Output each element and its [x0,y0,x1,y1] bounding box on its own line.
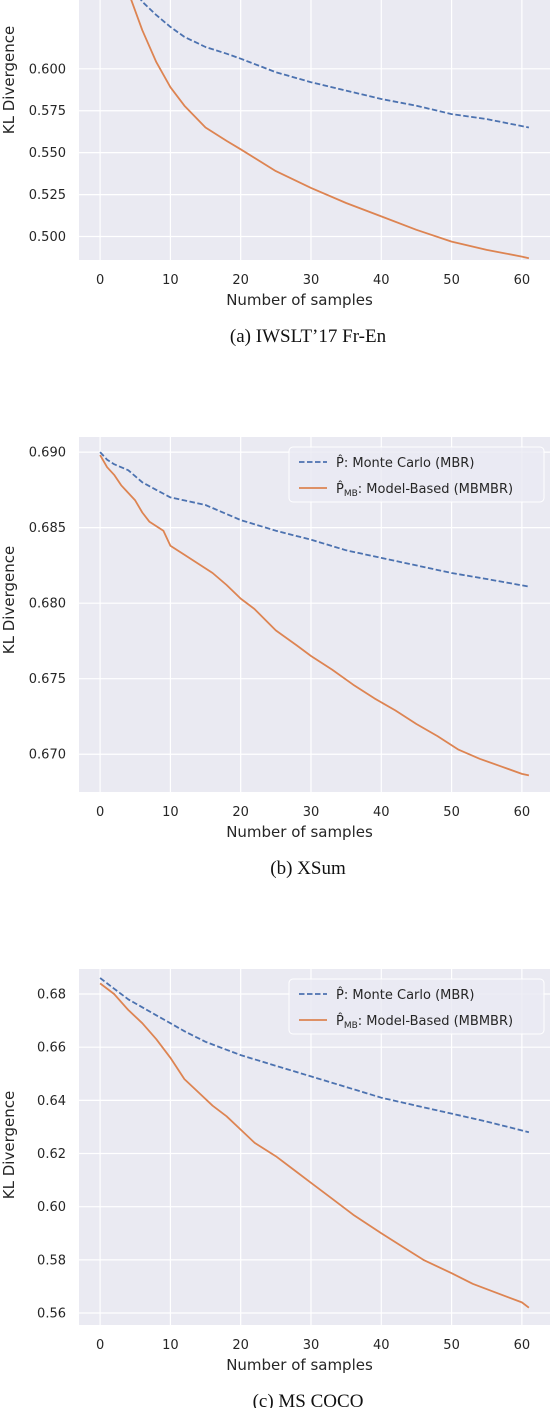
legend-label-part: P̂ [336,482,344,497]
y-axis-label: KL Divergence [0,1091,18,1199]
x-tick-label: 10 [162,273,179,288]
chart-1: 0 10 20 30 40 50 60 0.670 0.675 0.680 0.685 0.690 Nu… [0,437,550,879]
x-tick-label: 10 [162,805,179,820]
legend-label: P̂: Monte Carlo (MBR) [336,988,474,1003]
plot-background [79,0,550,260]
x-tick-label: 0 [96,273,104,288]
y-tick-label: 0.670 [29,748,66,763]
legend-box [288,446,545,503]
x-tick-label: 30 [303,273,320,288]
x-tick-label: 40 [373,273,390,288]
plot-lines [99,451,530,777]
legend-label: P̂MB: Model-Based (MBMBR) [336,482,513,499]
series-line-monte-carlo [99,977,530,1134]
y-tick-label: 0.525 [29,188,66,203]
y-tick-label: 0.64 [37,1094,66,1109]
x-tick-label: 50 [443,805,460,820]
y-tick-label: 0.68 [37,987,66,1002]
series-line-model-based [99,454,530,777]
x-tick-label: 30 [303,1338,320,1353]
legend: P̂: Monte Carlo (MBR) P̂MB: Model-Based (… [288,446,545,503]
x-tick-label: 60 [514,805,531,820]
y-tick-label: 0.58 [37,1253,66,1268]
series-line-monte-carlo [99,451,530,588]
legend-label-part: : Model-Based (MBMBR) [358,482,513,497]
plot-lines [130,0,530,260]
plot-lines [99,977,530,1309]
x-tick-label: 20 [232,1338,249,1353]
y-tick-label: 0.60 [37,1200,66,1215]
x-tick-label: 20 [232,273,249,288]
x-axis-label: Number of samples [226,1356,373,1374]
x-axis-label: Number of samples [226,291,373,309]
y-tick-label: 0.685 [29,521,66,536]
x-tick-label: 50 [443,273,460,288]
series-line-monte-carlo [140,0,530,129]
y-tick-label: 0.690 [29,446,66,461]
x-tick-label: 40 [373,1338,390,1353]
x-axis-label: Number of samples [226,823,373,841]
x-tick-label: 60 [514,273,531,288]
y-tick-label: 0.500 [29,230,66,245]
legend-label-part: : Model-Based (MBMBR) [358,1014,513,1029]
y-tick-label: 0.600 [29,62,66,77]
chart-2: 0 10 20 30 40 50 60 0.56 0.58 0.60 0.62 0.64 0.66 0.6… [0,969,550,1408]
y-tick-label: 0.680 [29,597,66,612]
x-tick-label: 60 [514,1338,531,1353]
y-tick-label: 0.550 [29,146,66,161]
legend: P̂: Monte Carlo (MBR) P̂MB: Model-Based (… [288,978,545,1035]
figure-caption: (a) IWSLT’17 Fr-En [230,326,387,347]
x-tick-label: 0 [96,805,104,820]
x-tick-label: 0 [96,1338,104,1353]
series-line-model-based [99,982,530,1309]
y-tick-label: 0.66 [37,1041,66,1056]
figure-caption: (c) MS COCO [253,1391,364,1408]
legend-label: P̂: Monte Carlo (MBR) [336,456,474,471]
legend-box [288,978,545,1035]
x-tick-label: 50 [443,1338,460,1353]
y-tick-label: 0.575 [29,104,66,119]
legend-label-subscript: MB [344,489,358,499]
y-axis-label: KL Divergence [0,26,18,134]
legend-label: P̂MB: Model-Based (MBMBR) [336,1014,513,1031]
x-tick-label: 30 [303,805,320,820]
legend-label-subscript: MB [344,1021,358,1031]
y-tick-label: 0.675 [29,672,66,687]
x-tick-label: 10 [162,1338,179,1353]
x-tick-label: 40 [373,805,390,820]
x-tick-label: 20 [232,805,249,820]
chart-0: 0 10 20 30 40 50 60 0.500 0.525 0.550 0.575 0.600 Nu… [0,0,550,347]
figure-caption: (b) XSum [270,858,346,879]
y-tick-label: 0.56 [37,1307,66,1322]
series-line-model-based [130,0,530,260]
y-axis-label: KL Divergence [0,546,18,654]
y-tick-label: 0.62 [37,1147,66,1162]
legend-label-part: P̂ [336,1014,344,1029]
